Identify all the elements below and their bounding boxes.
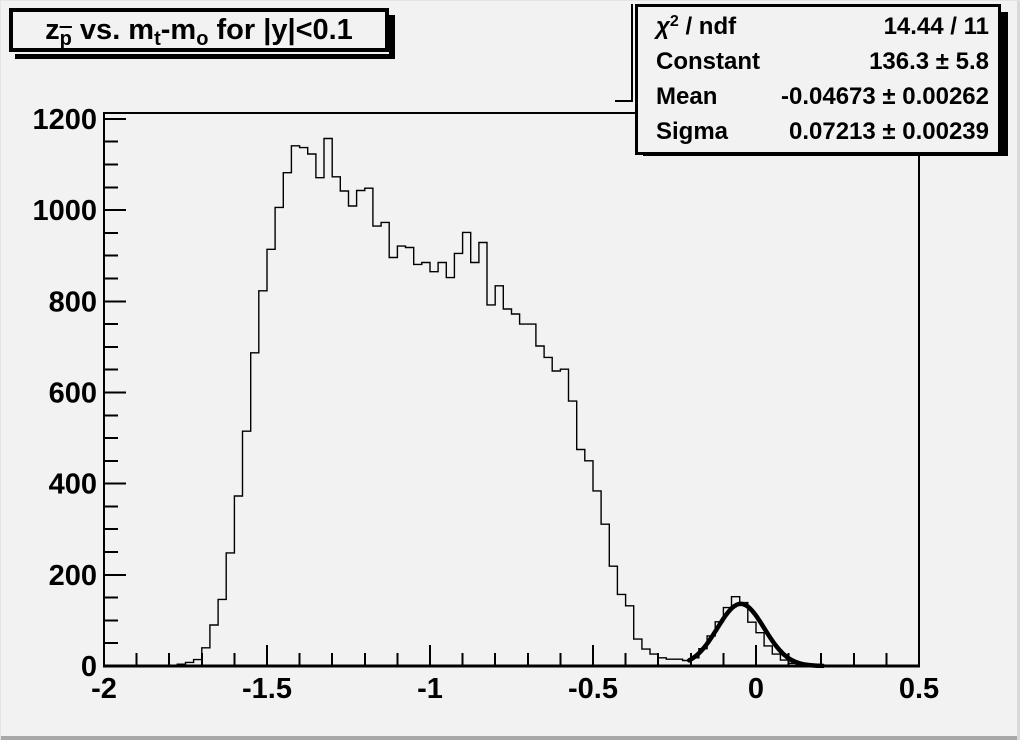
y-tick-label: 1200 bbox=[32, 104, 97, 136]
x-tick-label: -0.5 bbox=[568, 673, 618, 705]
title-sub-o: o bbox=[196, 27, 209, 50]
stats-value-constant: 136.3 ± 5.8 bbox=[869, 48, 989, 76]
x-tick-label: 0 bbox=[748, 673, 764, 705]
x-tick-label: -2 bbox=[91, 673, 117, 705]
artifact-line-horizontal bbox=[615, 100, 633, 102]
y-tick-label: 200 bbox=[49, 560, 97, 592]
title-vs-m: vs. m bbox=[71, 13, 155, 46]
x-tick-label: -1.5 bbox=[242, 673, 292, 705]
stats-row-constant: Constant 136.3 ± 5.8 bbox=[638, 50, 998, 74]
stats-label-sigma: Sigma bbox=[656, 117, 729, 145]
title-minus-m: -m bbox=[160, 13, 197, 46]
stats-box-shadow-right bbox=[1001, 12, 1008, 156]
title-box-shadow-bottom bbox=[15, 54, 395, 59]
title-box-shadow-right bbox=[389, 15, 395, 59]
window-edge-bottom bbox=[1, 736, 1020, 740]
x-tick-label: -1 bbox=[417, 673, 443, 705]
stats-value-sigma: 0.07213 ± 0.00239 bbox=[788, 117, 989, 145]
y-tick-label: 0 bbox=[81, 651, 97, 683]
x-tick-label: 0.5 bbox=[899, 673, 939, 705]
stats-value-mean: -0.04673 ± 0.00262 bbox=[780, 82, 989, 110]
title-sub-pbar: p bbox=[59, 27, 72, 50]
title-z: z bbox=[45, 13, 60, 46]
stats-value-chi2: 14.44 / 11 bbox=[883, 13, 989, 41]
title-rest: for |y|<0.1 bbox=[208, 13, 353, 46]
stats-label-mean: Mean bbox=[656, 82, 718, 110]
y-tick-label: 1000 bbox=[32, 195, 97, 227]
stats-label-chi2: χ2 / ndf bbox=[656, 13, 737, 41]
gaussian-fit-curve bbox=[686, 601, 826, 669]
stats-row-mean: Mean -0.04673 ± 0.00262 bbox=[638, 82, 998, 110]
stats-box: χ2 / ndf 14.44 / 11 Constant 136.3 ± 5.8… bbox=[635, 4, 1001, 155]
artifact-line-vertical bbox=[631, 4, 633, 101]
stats-row-chi2: χ2 / ndf 14.44 / 11 bbox=[638, 13, 998, 41]
stats-row-sigma: Sigma 0.07213 ± 0.00239 bbox=[638, 117, 998, 145]
y-tick-label: 400 bbox=[49, 469, 97, 501]
window-edge-right bbox=[1017, 1, 1020, 740]
y-tick-label: 800 bbox=[49, 286, 97, 318]
histogram-line bbox=[104, 137, 919, 667]
stats-label-constant: Constant bbox=[656, 48, 760, 76]
y-tick-label: 600 bbox=[49, 378, 97, 410]
title-sub-t: t bbox=[154, 27, 161, 50]
